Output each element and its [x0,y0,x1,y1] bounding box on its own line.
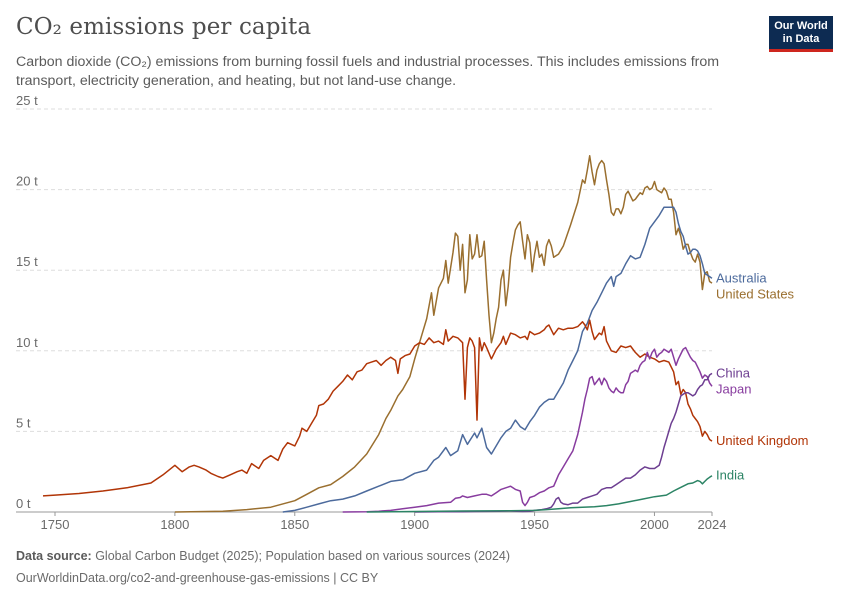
owid-logo[interactable]: Our World in Data [769,16,833,52]
source-url-link[interactable]: OurWorldinData.org/co2-and-greenhouse-ga… [16,571,379,585]
y-tick-label-25: 25 t [16,96,38,108]
logo-line-2: in Data [782,33,820,45]
line-chart: 0 t 5 t 10 t 15 t 20 t 25 t 1750 1800 1850 1900 19… [16,96,809,532]
data-source: Data source: Global Carbon Budget (2025)… [16,549,510,563]
logo-line-1: Our World [774,20,828,32]
chart-title: CO₂ emissions per capita [16,14,312,40]
series-label-japan: Japan [716,381,751,396]
x-tick-label-1950: 1950 [520,517,549,532]
x-tick-label-2024: 2024 [698,517,727,532]
x-tick-label-1900: 1900 [400,517,429,532]
series-line-united-states [174,154,713,513]
series-line-japan [342,346,713,513]
data-source-label: Data source: [16,549,92,563]
series-line-united-kingdom [42,319,713,497]
x-tick-label-2000: 2000 [640,517,669,532]
series-line-australia [282,206,713,513]
series-label-india: India [716,468,745,483]
series-line-india [366,475,713,513]
x-tick-label-1800: 1800 [160,517,189,532]
series-label-united-states: United States [716,286,795,301]
x-tick-label-1850: 1850 [280,517,309,532]
chart-subtitle: Carbon dioxide (CO₂) emissions from burn… [16,54,720,89]
y-tick-label-5: 5 t [16,415,31,430]
y-tick-label-15: 15 t [16,254,38,269]
y-tick-label-10: 10 t [16,335,38,350]
y-tick-label-20: 20 t [16,174,38,189]
data-source-text: Global Carbon Budget (2025); Population … [91,549,511,563]
series-line-china [414,372,713,513]
series-label-united-kingdom: United Kingdom [716,433,809,448]
series-label-china: China [716,365,751,380]
y-tick-label-0: 0 t [16,496,31,511]
x-tick-label-1750: 1750 [41,517,70,532]
series-label-australia: Australia [716,270,767,285]
